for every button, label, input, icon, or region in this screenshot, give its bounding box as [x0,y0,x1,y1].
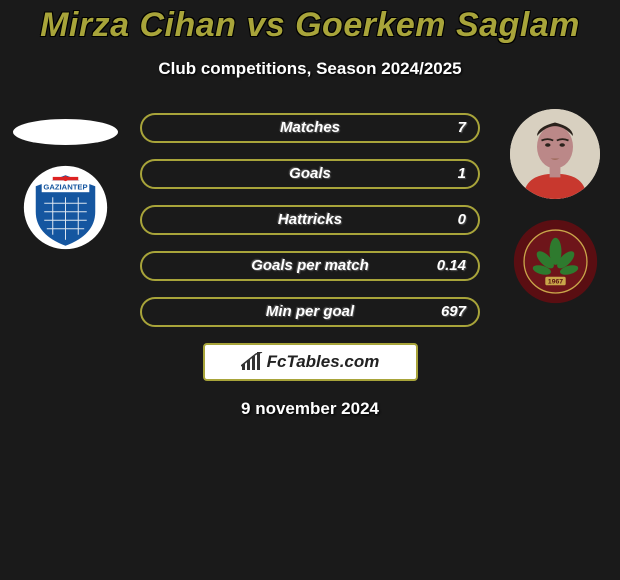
left-player-photo [13,119,118,145]
stat-label: Min per goal [142,299,478,325]
subtitle: Club competitions, Season 2024/2025 [0,59,620,79]
left-club-badge: GAZIANTEP [23,165,108,250]
stat-right-value: 0 [458,207,466,233]
stat-row: Hattricks 0 [140,205,480,235]
stat-right-value: 1 [458,161,466,187]
right-player-column: 1967 [490,109,620,304]
stat-label: Hattricks [142,207,478,233]
right-club-badge: 1967 [513,219,598,304]
stat-label: Goals [142,161,478,187]
stat-right-value: 697 [441,299,466,325]
stat-right-value: 0.14 [437,253,466,279]
comparison-panel: GAZIANTEP [0,109,620,419]
svg-text:1967: 1967 [547,279,562,286]
stat-label: Goals per match [142,253,478,279]
brand-badge: FcTables.com [203,343,418,381]
date-text: 9 november 2024 [0,399,620,419]
stat-row: Goals per match 0.14 [140,251,480,281]
right-player-photo [510,109,600,199]
stats-list: Matches 7 Goals 1 Hattricks 0 Goals per … [140,109,480,327]
left-player-column: GAZIANTEP [0,109,130,250]
page-title: Mirza Cihan vs Goerkem Saglam [0,6,620,45]
stat-row: Min per goal 697 [140,297,480,327]
stat-label: Matches [142,115,478,141]
stat-right-value: 7 [458,115,466,141]
brand-text: FcTables.com [267,352,380,372]
svg-text:GAZIANTEP: GAZIANTEP [43,183,87,192]
stat-row: Goals 1 [140,159,480,189]
bar-chart-icon [241,352,263,372]
stat-row: Matches 7 [140,113,480,143]
